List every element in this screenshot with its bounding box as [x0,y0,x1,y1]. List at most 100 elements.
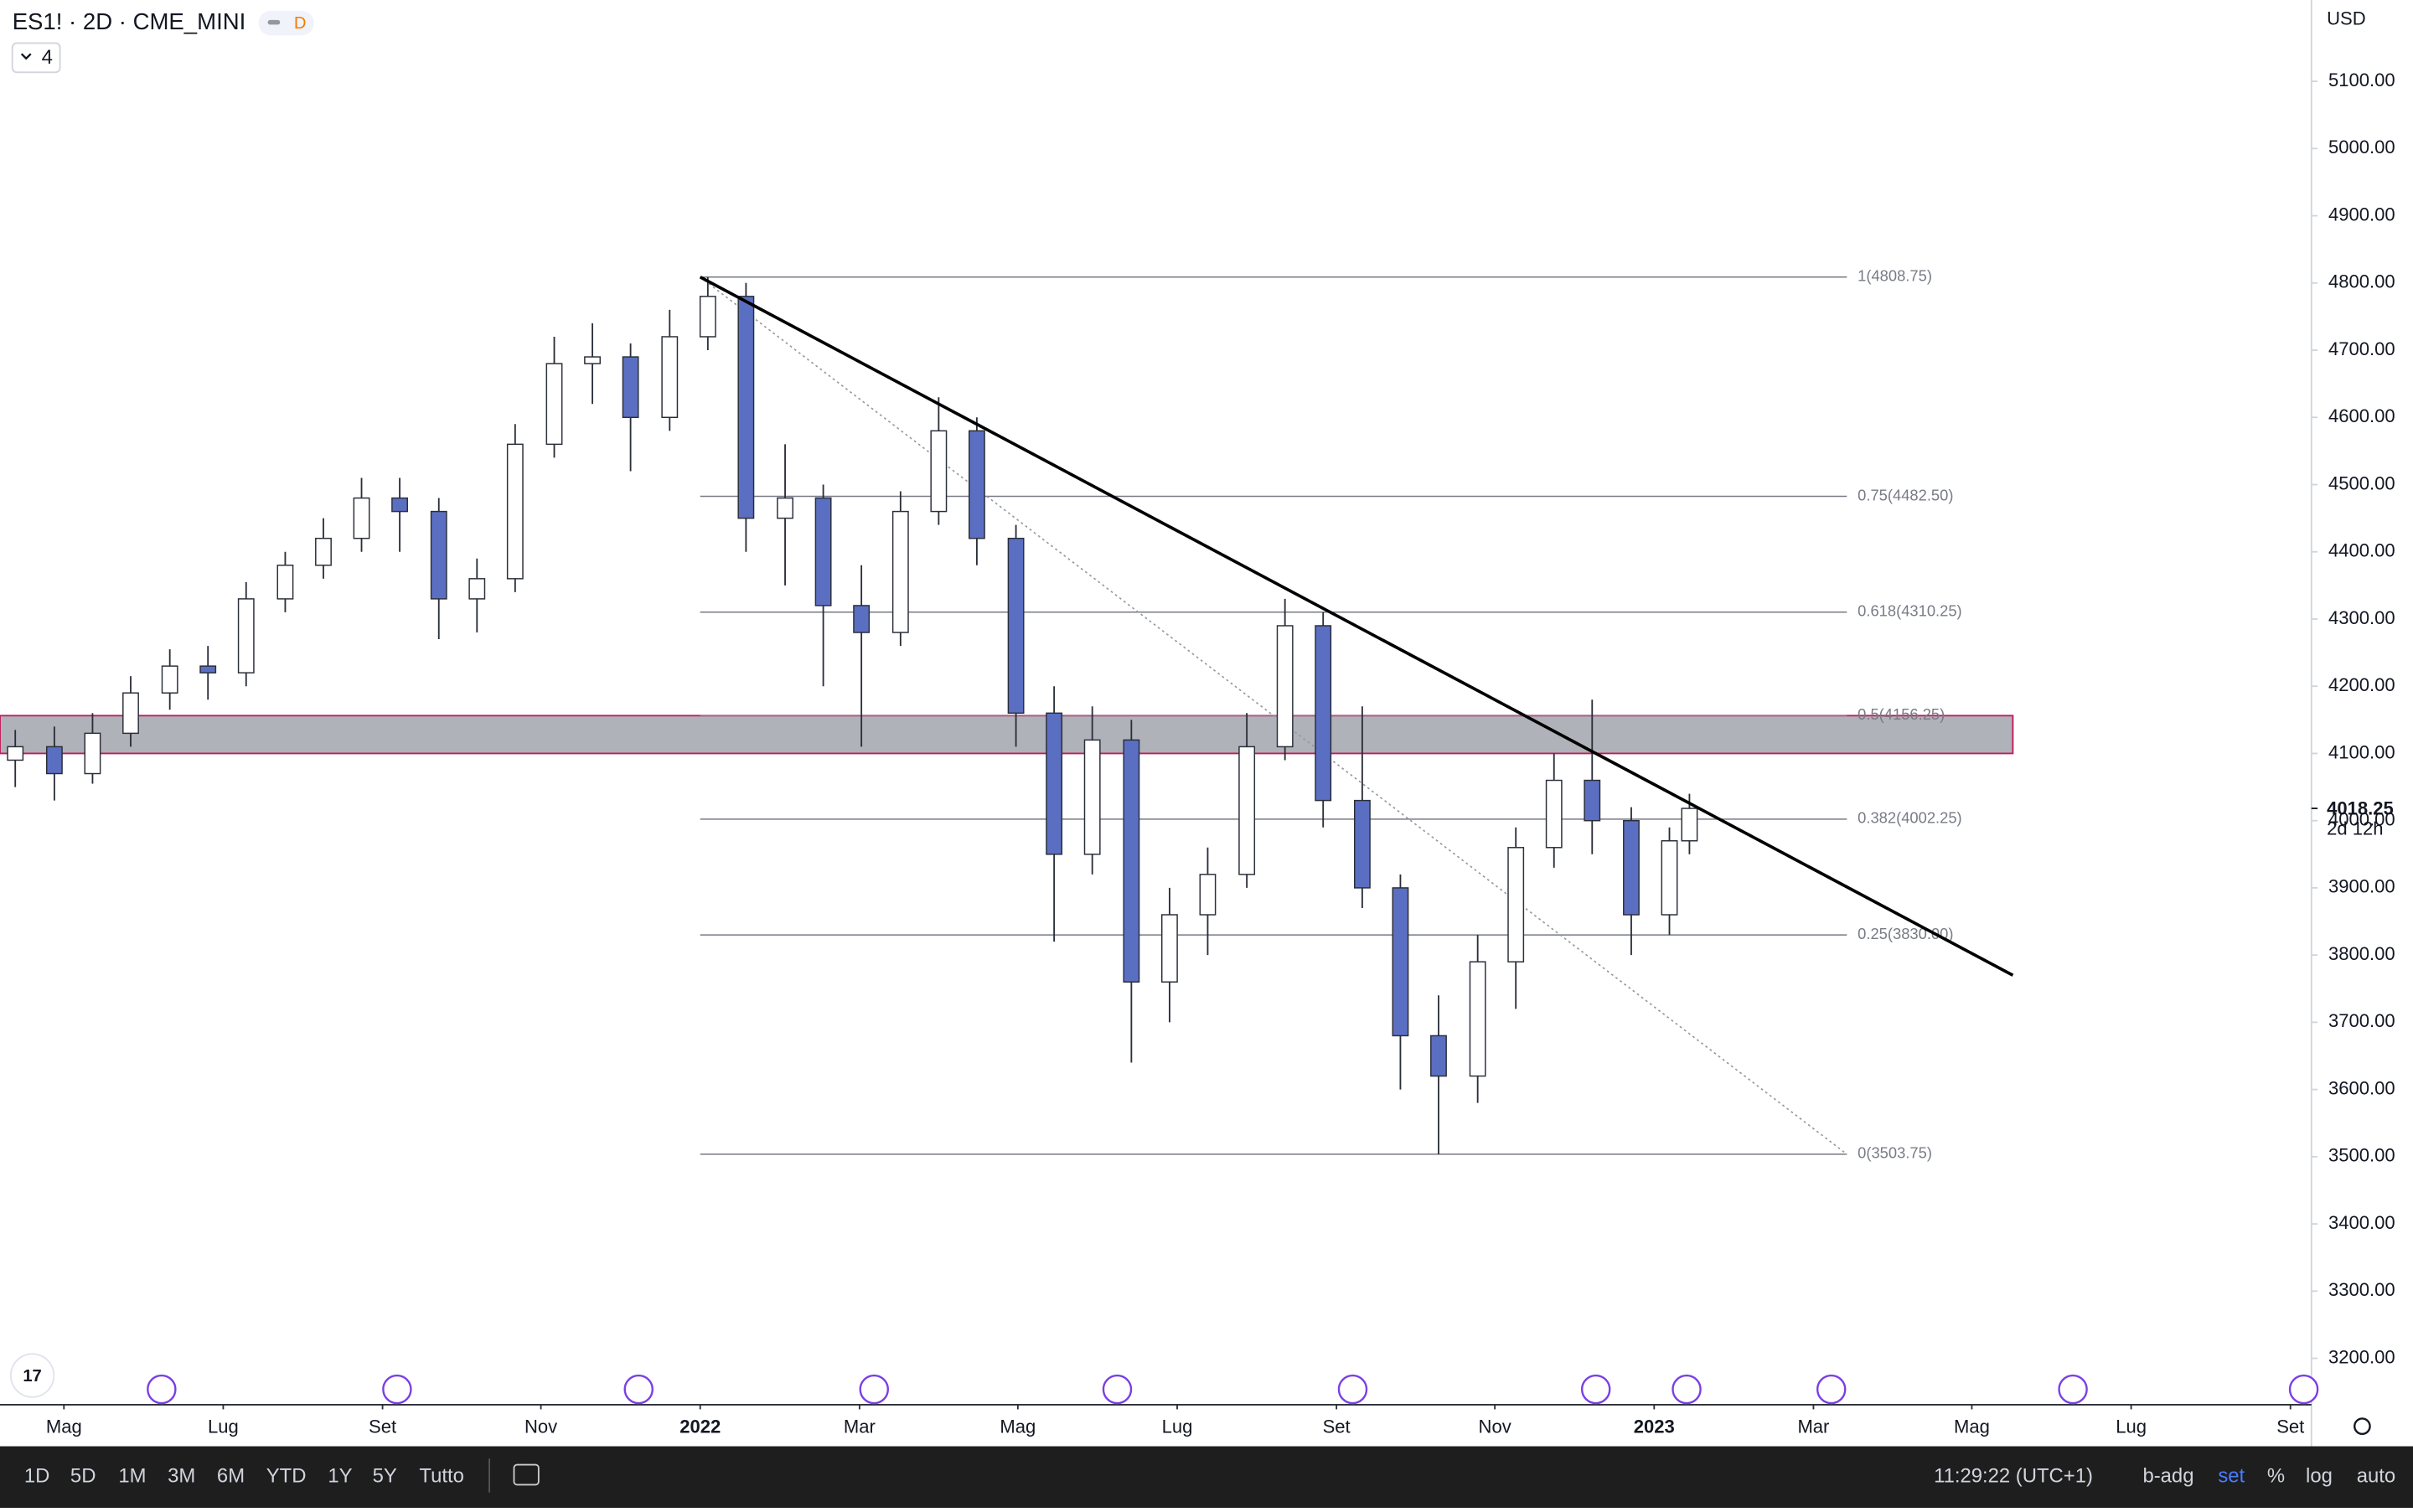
y-tick-label: 4000.00 [2328,809,2395,830]
badge: D [294,14,307,33]
candle-body [699,296,716,338]
candle-body [199,665,217,673]
candle-body [1046,712,1063,855]
x-tick-label: Mar [1797,1416,1829,1437]
y-tick-label: 4700.00 [2328,338,2395,359]
indicator-count: 4 [42,46,53,69]
x-tick-label: Lug [2116,1416,2147,1437]
date-range-icon[interactable] [513,1463,540,1486]
candle-body [1469,961,1486,1077]
event[interactable] [1816,1374,1847,1405]
y-tick-label: 4400.00 [2328,540,2395,561]
candle-body [1545,779,1563,849]
y-tick-label: 5000.00 [2328,137,2395,157]
event[interactable] [1580,1374,1611,1405]
x-tick-label: Lug [1162,1416,1193,1437]
candle-body [1123,739,1140,983]
toolbar [0,1446,2413,1508]
event[interactable] [1672,1374,1702,1405]
y-tick-label: 4300.00 [2328,607,2395,628]
candle-body [161,665,178,694]
candle-body [814,497,832,606]
candle-body [545,363,563,446]
y-tick-label: 4900.00 [2328,204,2395,224]
x-tick-label: 2022 [679,1416,721,1437]
event-icons [147,1374,2319,1405]
candle-body [1199,874,1217,916]
y-tick-label: 3700.00 [2328,1010,2395,1031]
y-tick-label: 3600.00 [2328,1077,2395,1098]
candle-body [1392,887,1409,1037]
candle-body [391,497,408,513]
fib-label: 1(4808.75) [1858,267,1932,285]
chart-option[interactable]: b-adg [2142,1465,2193,1488]
event[interactable] [382,1374,412,1405]
range-button[interactable]: 1D [24,1465,49,1488]
status-icon [267,19,281,25]
candle-body [1160,914,1178,983]
x-tick-label: Mag [1000,1416,1036,1437]
currency[interactable]: USD [2327,8,2366,29]
settings-icon[interactable] [2354,1417,2371,1436]
range-button[interactable]: YTD [266,1465,307,1488]
logo[interactable] [9,1353,55,1398]
chart-option[interactable]: auto [2357,1465,2395,1488]
candle-body [468,578,486,600]
range-button[interactable]: 5D [70,1465,96,1488]
event[interactable] [2058,1374,2088,1405]
y-tick-label: 3200.00 [2328,1346,2395,1367]
event[interactable] [859,1374,889,1405]
event[interactable] [623,1374,654,1405]
x-tick-label: Mar [844,1416,876,1437]
chart-option[interactable]: set [2218,1465,2245,1488]
candle-body [122,692,139,735]
candle-body [1007,537,1025,715]
candle-body [1661,840,1678,916]
candle-body [737,296,755,519]
trendline [699,276,2014,977]
x-tick-label: Mag [46,1416,82,1437]
range-button[interactable]: 6M [217,1465,245,1488]
candle-body [237,598,255,673]
x-tick-label: Set [369,1416,396,1437]
event[interactable] [2288,1374,2319,1405]
x-tick-label: Mag [1954,1416,1990,1437]
candle-body [1584,779,1601,822]
chevron [20,53,32,60]
candle-body [276,565,294,600]
chart-option[interactable]: % [2267,1465,2285,1488]
candle-body [353,497,370,539]
candle-body [661,336,679,419]
candle-body [1507,847,1525,962]
y-tick-label: 3500.00 [2328,1145,2395,1166]
range-button[interactable]: 3M [168,1465,195,1488]
x-tick-label: Set [1323,1416,1351,1437]
y-tick-label: 4600.00 [2328,405,2395,426]
event[interactable] [1102,1374,1133,1405]
candle-body [45,746,63,775]
range-button[interactable]: 1M [118,1465,146,1488]
candle-body [1353,799,1371,889]
range-button[interactable]: 5Y [373,1465,397,1488]
candle-body [622,356,639,419]
clock: 11:29:22 (UTC+1) [1934,1465,2093,1488]
x-tick-label: Set [2276,1416,2304,1437]
event[interactable] [1337,1374,1368,1405]
y-tick-label: 3400.00 [2328,1212,2395,1233]
y-tick-label: 5100.00 [2328,70,2395,90]
y-tick-label: 3800.00 [2328,943,2395,964]
event[interactable] [147,1374,177,1405]
fib-label: 0.75(4482.50) [1858,486,1953,503]
chart-option[interactable]: log [2306,1465,2333,1488]
candle-body [1276,625,1294,748]
range-button[interactable]: Tutto [419,1465,464,1488]
candle-body [584,356,601,364]
candle-body [1238,746,1256,875]
x-tick-label: 2023 [1634,1416,1675,1437]
range-button[interactable]: 1Y [328,1465,352,1488]
x-tick-label: Nov [524,1416,557,1437]
candle-body [1623,819,1640,916]
indicators-toggle[interactable] [11,42,61,74]
symbol[interactable]: ES1! · 2D · CME_MINI [13,8,246,34]
